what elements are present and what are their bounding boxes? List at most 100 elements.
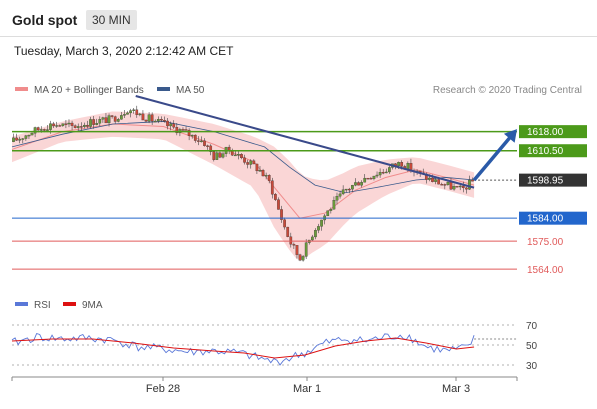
- candle-body: [123, 114, 126, 116]
- candle-body: [446, 181, 450, 185]
- candle-body: [163, 120, 166, 122]
- rsi-legend-label: RSI: [34, 300, 51, 311]
- candle-body: [240, 154, 243, 159]
- candle-body: [73, 125, 77, 128]
- candle-body: [378, 172, 382, 176]
- candle-body: [76, 126, 80, 128]
- candle-body: [33, 127, 37, 134]
- candle-body: [21, 138, 25, 140]
- candle-body: [289, 236, 293, 245]
- candle-body: [320, 219, 323, 227]
- candle-body: [190, 134, 194, 137]
- candle-body: [132, 109, 136, 111]
- candle-body: [329, 209, 333, 211]
- rsi-panel: 70 50 30: [11, 321, 538, 372]
- candle-body: [221, 153, 225, 158]
- candle-body: [277, 199, 280, 210]
- candle-body: [55, 125, 59, 127]
- candle-body: [12, 137, 15, 142]
- candle-body: [110, 115, 114, 117]
- candle-body: [86, 124, 89, 127]
- time-tick-label-Mar 3: Mar 3: [442, 383, 470, 395]
- candle-body: [89, 119, 92, 127]
- candle-body: [67, 122, 71, 125]
- candle-body: [49, 123, 52, 130]
- candle-body: [357, 182, 360, 186]
- candle-body: [52, 123, 55, 127]
- candle-body: [406, 163, 410, 169]
- bollinger-band: [12, 111, 475, 260]
- candle-body: [24, 135, 28, 139]
- candle-body: [400, 161, 404, 167]
- candle-body: [434, 179, 437, 182]
- trendline: [135, 95, 475, 189]
- level-label-1610.50: 1610.50: [527, 146, 564, 157]
- candle-body: [120, 115, 123, 120]
- candle-body: [193, 134, 197, 141]
- candle-body: [227, 146, 231, 151]
- candle-body: [351, 185, 354, 190]
- candle-body: [471, 179, 474, 182]
- candle-body: [215, 152, 219, 160]
- candle-body: [160, 119, 163, 121]
- candle-body: [169, 123, 172, 127]
- instrument-title: Gold spot: [12, 12, 78, 28]
- last-price-label: 1598.95: [527, 176, 564, 187]
- candle-body: [354, 182, 357, 186]
- candle-body: [347, 188, 351, 191]
- forecast-arrow-shaft: [472, 134, 514, 182]
- copyright-label: Research © 2020 Trading Central: [433, 85, 582, 96]
- candle-body: [36, 127, 40, 131]
- candle-body: [92, 119, 95, 125]
- candle-body: [280, 209, 283, 220]
- candle-body: [335, 196, 339, 201]
- candle-body: [249, 160, 253, 165]
- candle-body: [283, 219, 286, 228]
- candle-body: [27, 134, 31, 137]
- time-axis: Feb 28 Mar 1 Mar 3: [11, 376, 518, 395]
- chart-header: Gold spot 30 MIN: [0, 0, 597, 37]
- candle-body: [172, 123, 176, 128]
- candle-body: [310, 236, 314, 241]
- ma50-legend-swatch: [157, 87, 170, 91]
- candle-body: [458, 185, 462, 188]
- candle-body: [369, 178, 373, 180]
- candle-body: [317, 226, 320, 231]
- candle-body: [360, 182, 363, 186]
- ma9-line: [11, 337, 475, 359]
- candle-body: [116, 119, 120, 122]
- candle-body: [428, 177, 431, 180]
- candle-body: [384, 171, 388, 174]
- candle-body: [141, 113, 145, 121]
- rsi-legend-swatch: [15, 302, 28, 306]
- candle-body: [187, 129, 191, 136]
- candle-body: [295, 245, 299, 255]
- candle-body: [326, 210, 330, 217]
- candle-body: [252, 160, 256, 165]
- candle-body: [58, 125, 62, 127]
- candle-body: [468, 179, 471, 190]
- candle-body: [388, 167, 391, 173]
- level-tag-1610.50: [519, 144, 587, 158]
- level-label-1575.00: 1575.00: [527, 237, 564, 248]
- candle-body: [42, 129, 46, 131]
- candle-body: [304, 242, 308, 257]
- candle-body: [233, 154, 237, 157]
- candle-body: [255, 163, 259, 172]
- candle-body: [261, 170, 265, 177]
- rsi-tick-30: 30: [526, 361, 538, 372]
- candle-body: [166, 120, 169, 127]
- candle-body: [83, 124, 86, 127]
- candle-body: [246, 162, 250, 165]
- candle-body: [147, 114, 151, 122]
- candle-body: [197, 140, 200, 142]
- candle-body: [270, 180, 274, 195]
- candle-body: [237, 154, 240, 156]
- timeframe-badge[interactable]: 30 MIN: [86, 10, 137, 30]
- candle-body: [15, 137, 18, 141]
- candle-body: [156, 119, 160, 122]
- ma20-legend-label: MA 20 + Bollinger Bands: [34, 85, 144, 96]
- candle-body: [104, 117, 108, 124]
- candle-body: [274, 194, 277, 200]
- candle-body: [181, 129, 185, 131]
